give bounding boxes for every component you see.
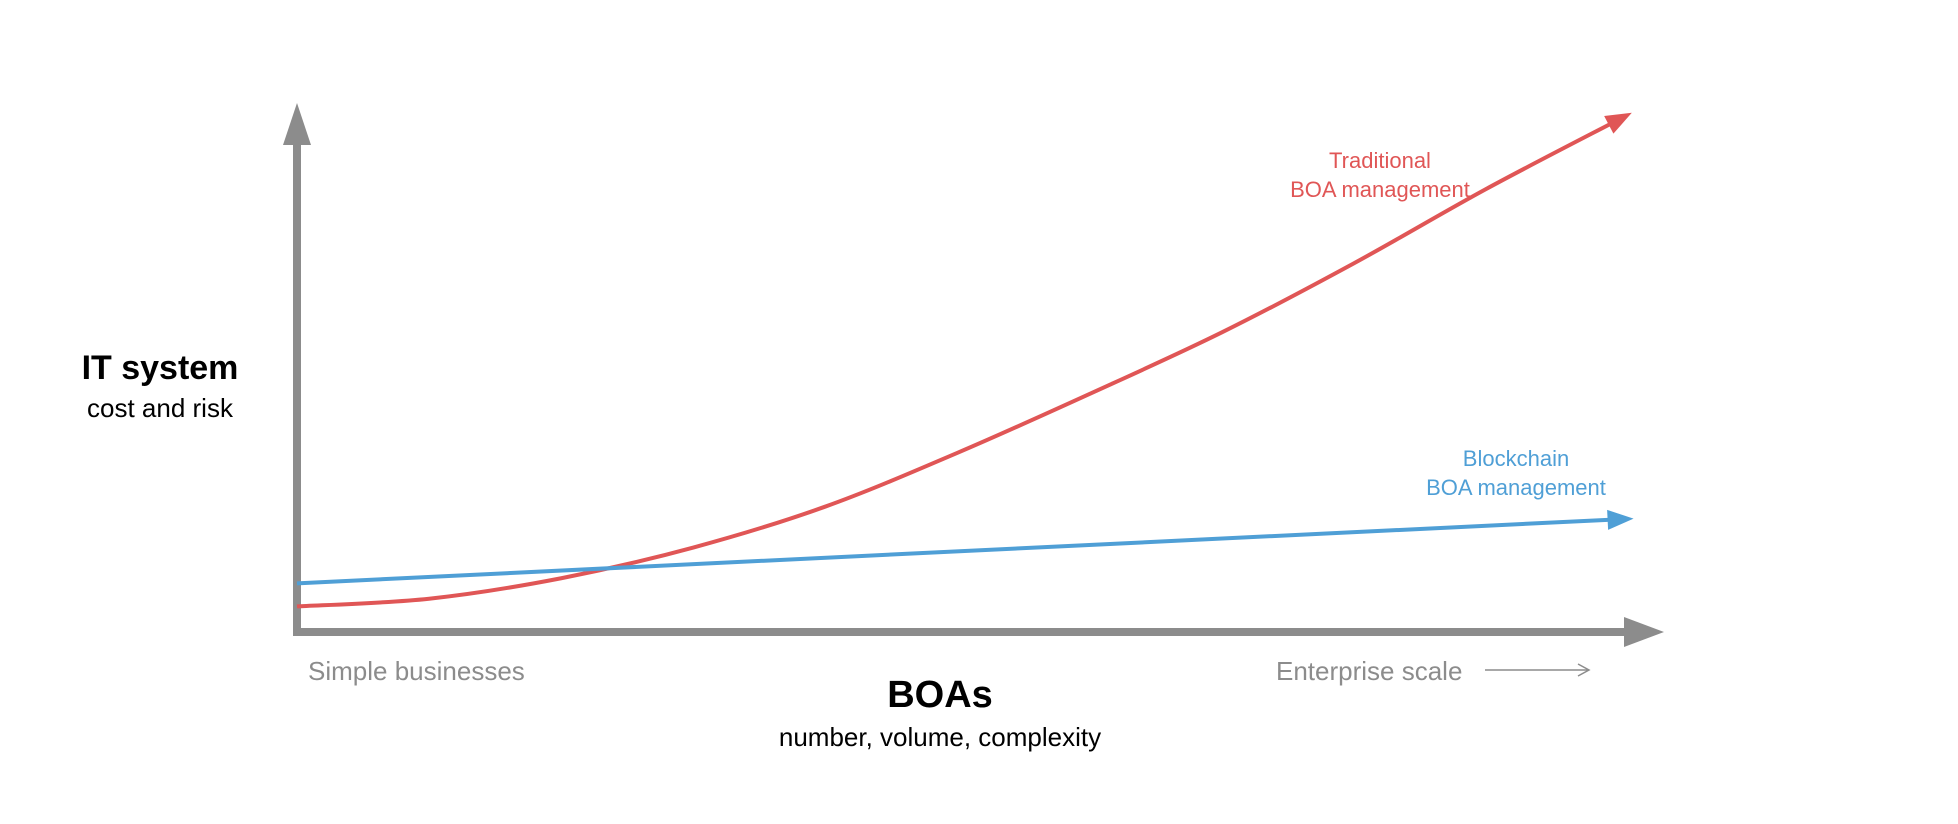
enterprise-scale-arrow — [1485, 663, 1591, 677]
blockchain-label-line-1: Blockchain — [1462, 446, 1570, 471]
enterprise-scale-arrow-head — [1577, 663, 1591, 677]
x-axis-right-label: Enterprise scale — [1276, 656, 1463, 686]
axes — [283, 103, 1664, 647]
x-axis-subtitle: number, volume, complexity — [778, 722, 1102, 752]
traditional-series-label: Traditional BOA management — [1220, 146, 1540, 204]
blockchain-label-line-2: BOA management — [1426, 475, 1606, 500]
series-blockchain — [296, 509, 1634, 586]
y-axis-arrowhead — [283, 103, 311, 145]
traditional-label-line-1: Traditional — [1329, 148, 1431, 173]
traditional-line — [296, 118, 1619, 609]
y-axis-subtitle: cost and risk — [87, 393, 233, 423]
traditional-label-line-2: BOA management — [1290, 177, 1470, 202]
traditional-arrowhead — [1604, 112, 1632, 134]
x-axis-arrowhead — [1624, 617, 1664, 647]
blockchain-arrowhead — [1607, 509, 1634, 530]
y-axis-title: IT system — [81, 349, 239, 387]
x-axis-left-label: Simple businesses — [308, 656, 525, 686]
blockchain-series-label: Blockchain BOA management — [1356, 444, 1676, 502]
x-axis-title: BOAs — [887, 674, 993, 716]
series-traditional — [296, 112, 1632, 609]
blockchain-line — [296, 517, 1619, 586]
